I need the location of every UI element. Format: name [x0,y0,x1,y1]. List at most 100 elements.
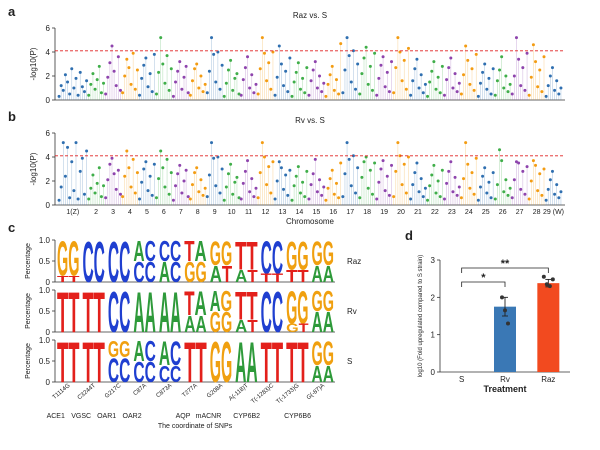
snp-point [241,181,245,185]
snp-point [290,198,294,202]
snp-point [517,161,521,165]
snp-point [279,62,283,66]
snp-point [207,173,211,177]
snp-point [267,165,271,169]
snp-point [112,69,116,73]
snp-point [138,197,142,201]
logo-letter: T [261,272,272,285]
snp-point [523,192,527,196]
snp-point [296,165,300,169]
logo-letter: C [159,361,170,388]
snp-point [428,184,432,188]
x-tick-label: 3 [111,209,115,216]
snp-point [394,169,398,173]
snp-point [538,68,542,72]
snp-point [521,66,525,70]
snp-point [358,92,362,96]
snp-point [313,60,317,64]
snp-point [144,56,148,60]
x-tick-label: 17 [346,209,354,216]
snp-point [455,193,459,197]
replicate-point [544,282,549,287]
snp-point [542,55,546,59]
snp-point [269,191,273,195]
snp-point [246,159,250,163]
x-tick-label: 18 [363,209,371,216]
snp-point [148,72,152,76]
logo-letter: G [221,287,233,318]
snp-point [265,183,269,187]
snp-point [375,197,379,201]
logo-letters: TT [286,266,309,285]
logo-letter: G [221,331,232,395]
snp-point [381,55,385,59]
logo-letter: C [108,350,119,389]
snp-point [271,160,275,164]
snp-point [235,175,239,179]
snp-point [146,189,150,193]
snp-point [404,87,408,91]
snp-point [387,90,391,94]
snp-point [334,181,338,185]
snp-point [203,82,207,86]
snp-point [161,62,165,66]
snp-point [190,79,194,83]
snp-point [108,61,112,65]
snp-point [212,52,216,56]
logo-letters: TT [57,331,79,395]
snp-point [133,87,137,91]
x-tick-label: 13 [279,209,287,216]
snp-point [205,91,209,95]
snp-point [529,75,533,79]
snp-point [309,183,313,187]
snp-point [455,90,459,94]
significance-bracket [461,281,506,287]
snp-point [148,174,152,178]
plot-title: Raz vs. S [293,11,327,20]
snp-point [485,191,489,195]
snp-point [218,191,222,195]
logo-letter: C [133,258,144,289]
y-axis-label: -log10(P) [29,47,38,80]
snp-point [406,46,410,50]
snp-point [197,86,201,90]
logo-letter: C [261,281,272,345]
snp-point [188,197,192,201]
snp-point [478,185,482,189]
snp-point [557,92,561,96]
snp-point [368,168,372,172]
y-tick-label: 0.5 [39,307,51,316]
y-axis-label: log10 (Fold upregulated compared to S st… [418,255,424,377]
y-tick-label: 1.0 [39,286,51,295]
snp-point [423,186,427,190]
snp-point [438,91,442,95]
snp-point [559,190,563,194]
logo-letter: C [82,231,93,295]
snp-point [413,171,417,175]
snp-point [358,196,362,200]
snp-point [176,172,180,176]
snp-point [440,64,444,68]
x-tick-label: 5 [145,209,149,216]
snp-point [426,198,430,202]
snp-point [66,80,70,84]
snp-point [193,67,197,71]
snp-point [277,44,281,48]
logo-letter: C [170,333,181,372]
gene-label: CYP6B6 [284,413,311,420]
snp-point [332,88,336,92]
snp-point [413,67,417,71]
snp-point [366,82,370,86]
snp-point [426,94,430,98]
logo-letter: T [184,331,195,395]
snp-point [307,93,311,97]
logo-letter: G [312,287,323,318]
snp-point [97,64,101,68]
logo-letter: G [221,233,232,272]
replicate-point [503,308,507,313]
snp-point [531,159,535,163]
logo-letter: C [170,237,181,268]
snp-point [387,193,391,197]
logo-letter: A [323,261,334,288]
snp-point [318,178,322,182]
